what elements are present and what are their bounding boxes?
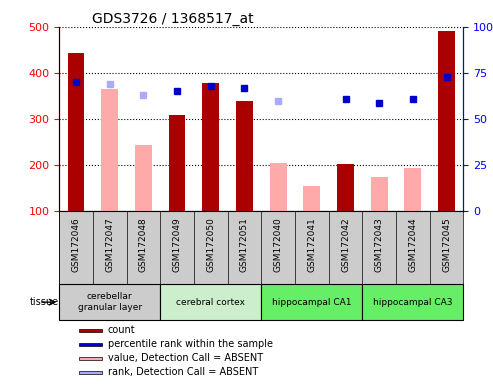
Bar: [371, 177, 387, 212]
Bar: [79, 371, 102, 374]
Bar: [438, 31, 455, 212]
Text: tissue: tissue: [30, 297, 59, 307]
Bar: [202, 83, 219, 212]
Text: GSM172042: GSM172042: [341, 217, 350, 272]
Text: GSM172043: GSM172043: [375, 217, 384, 272]
Bar: [337, 164, 354, 212]
Bar: [236, 101, 253, 212]
Text: value, Detection Call = ABSENT: value, Detection Call = ABSENT: [107, 353, 263, 363]
Text: GDS3726 / 1368517_at: GDS3726 / 1368517_at: [92, 12, 253, 26]
Text: GSM172041: GSM172041: [307, 217, 317, 272]
Text: GSM172048: GSM172048: [139, 217, 148, 272]
Bar: [362, 284, 463, 320]
Text: GSM172047: GSM172047: [105, 217, 114, 272]
Text: GSM172051: GSM172051: [240, 217, 249, 272]
Text: GSM172044: GSM172044: [408, 217, 418, 272]
Text: count: count: [107, 325, 135, 335]
Text: hippocampal CA1: hippocampal CA1: [272, 298, 352, 307]
Bar: [135, 145, 152, 212]
Bar: [270, 163, 286, 212]
Bar: [404, 168, 422, 212]
Text: percentile rank within the sample: percentile rank within the sample: [107, 339, 273, 349]
Bar: [79, 357, 102, 360]
Text: GSM172046: GSM172046: [71, 217, 80, 272]
Bar: [79, 343, 102, 346]
Text: GSM172049: GSM172049: [173, 217, 181, 272]
Text: cerebellar
granular layer: cerebellar granular layer: [77, 293, 142, 312]
Bar: [79, 329, 102, 332]
Bar: [101, 89, 118, 212]
Text: hippocampal CA3: hippocampal CA3: [373, 298, 453, 307]
Text: rank, Detection Call = ABSENT: rank, Detection Call = ABSENT: [107, 367, 258, 377]
Text: GSM172045: GSM172045: [442, 217, 451, 272]
Text: GSM172050: GSM172050: [206, 217, 215, 272]
Bar: [261, 284, 362, 320]
Bar: [169, 114, 185, 212]
Text: cerebral cortex: cerebral cortex: [176, 298, 245, 307]
Bar: [160, 284, 261, 320]
Bar: [303, 186, 320, 212]
Bar: [68, 53, 84, 212]
Bar: [59, 284, 160, 320]
Text: GSM172040: GSM172040: [274, 217, 282, 272]
